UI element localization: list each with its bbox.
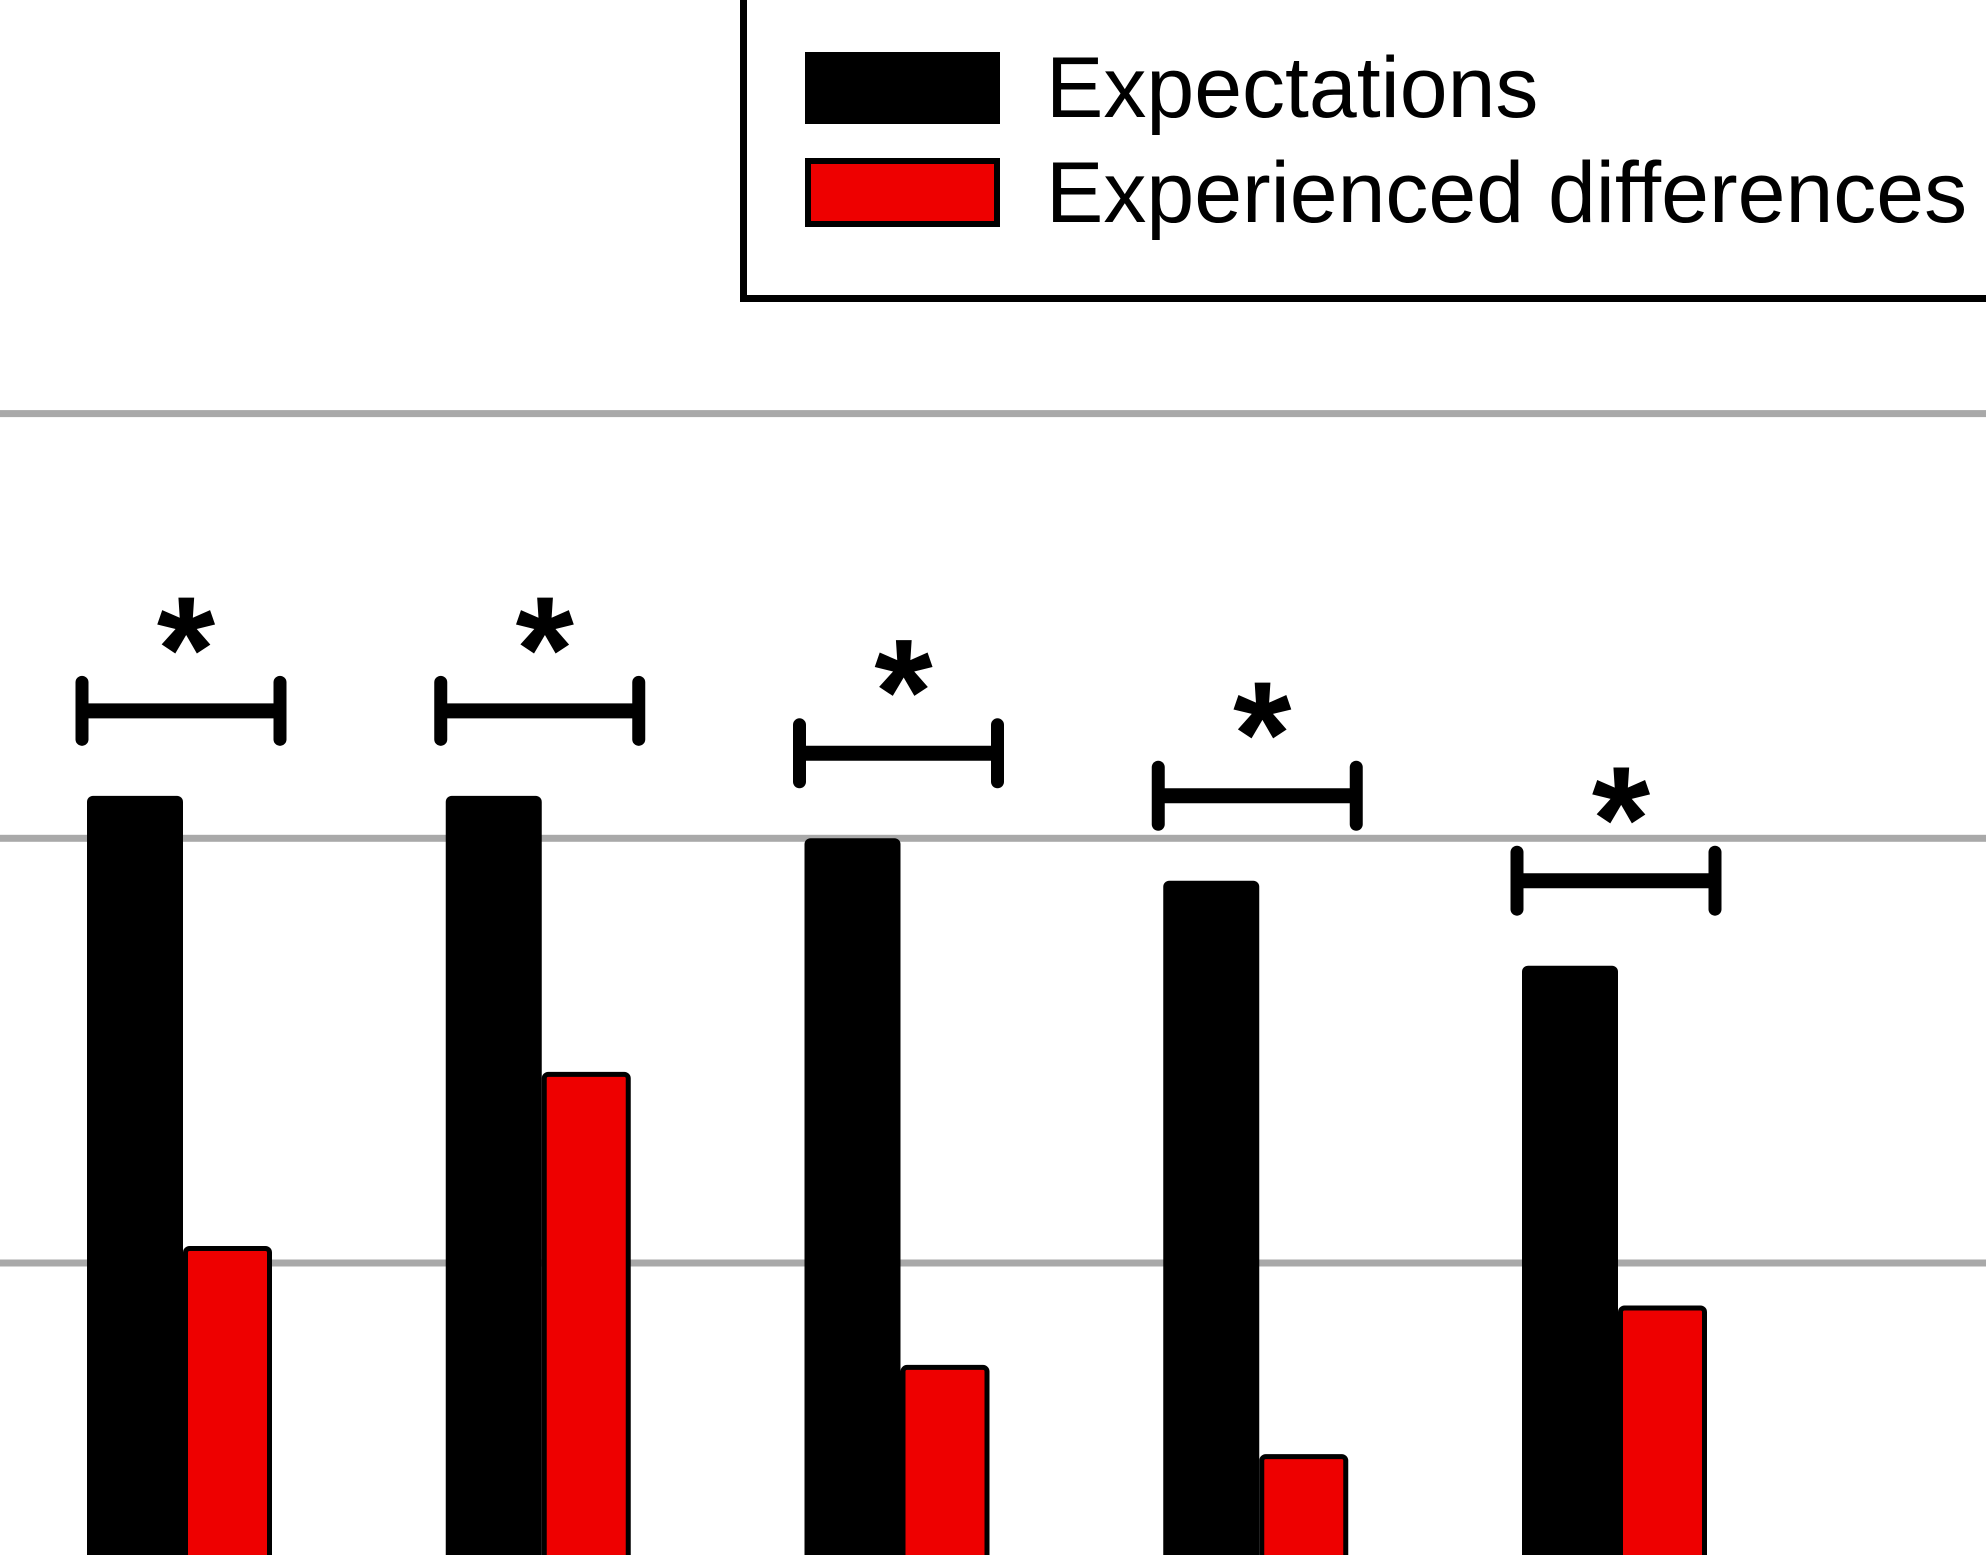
- bar-experienced-differences-5: [1618, 1305, 1707, 1555]
- legend-item-expectations: Expectations: [805, 45, 1538, 131]
- sig-asterisk-3: *: [874, 607, 933, 775]
- bar-expectations-1: [87, 795, 183, 1555]
- bar-expectations-4: [1163, 880, 1260, 1555]
- legend-item-experienced-differences: Experienced differences: [805, 150, 1967, 236]
- bar-experienced-differences-2: [541, 1071, 631, 1555]
- bar-experienced-differences-1: [183, 1246, 272, 1555]
- gridline-1: [0, 1259, 1986, 1267]
- gridline-2: [0, 834, 1986, 842]
- sig-asterisk-1: *: [157, 565, 216, 733]
- sig-asterisk-4: *: [1233, 650, 1292, 818]
- gridline-3: [0, 410, 1986, 418]
- bar-expectations-3: [804, 838, 901, 1555]
- bar-experienced-differences-3: [900, 1364, 990, 1555]
- legend-swatch-expectations: [805, 52, 1000, 124]
- legend-box: [740, 0, 1986, 302]
- bar-expectations-2: [445, 795, 542, 1555]
- legend-label-experienced-differences: Experienced differences: [1046, 144, 1968, 241]
- bar-experienced-differences-4: [1259, 1454, 1349, 1555]
- sig-asterisk-5: *: [1592, 735, 1651, 903]
- legend-label-expectations: Expectations: [1046, 40, 1539, 136]
- bar-expectations-5: [1522, 965, 1618, 1555]
- legend-swatch-experienced-differences: [805, 158, 1000, 227]
- sig-asterisk-2: *: [516, 565, 575, 733]
